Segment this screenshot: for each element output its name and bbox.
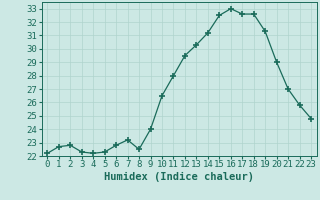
- X-axis label: Humidex (Indice chaleur): Humidex (Indice chaleur): [104, 172, 254, 182]
